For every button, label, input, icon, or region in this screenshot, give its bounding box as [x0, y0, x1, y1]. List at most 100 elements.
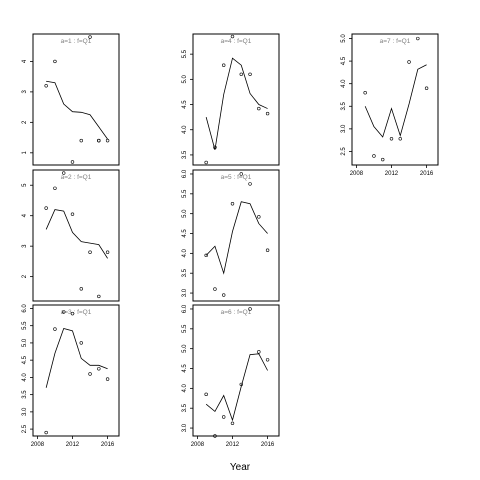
data-point	[62, 310, 66, 314]
data-point	[222, 415, 226, 419]
data-point	[204, 160, 208, 165]
y-tick-label: 4.5	[341, 56, 347, 65]
data-point	[222, 63, 226, 67]
data-point	[88, 372, 92, 376]
facet-panel-5: a=5 : f=Q1 3.0 3.5 4.0 4.5 5.0 5.5 6.0	[182, 169, 280, 302]
data-point	[257, 106, 261, 111]
y-tick-label: 2	[22, 274, 28, 278]
data-point	[265, 248, 270, 252]
fit-line	[45, 209, 108, 259]
y-tick-label: 4.0	[182, 125, 188, 134]
x-tick-label: 2008	[31, 442, 45, 448]
x-tick-label: 2016	[261, 442, 275, 448]
data-point	[363, 91, 367, 95]
data-point	[105, 250, 110, 254]
x-tick-label: 2016	[420, 171, 434, 177]
y-tick-label: 4.0	[22, 373, 28, 382]
data-point	[53, 186, 57, 190]
data-point	[97, 367, 101, 371]
y-tick-label: 3.5	[182, 268, 188, 277]
data-point	[257, 350, 261, 354]
data-point	[97, 138, 101, 143]
data-point	[70, 160, 75, 164]
y-tick-label: 5.0	[182, 344, 188, 353]
panel-frame	[192, 169, 280, 302]
x-tick-label: 2012	[226, 442, 240, 448]
y-tick-label: 4.0	[341, 79, 347, 88]
data-point	[265, 358, 270, 362]
facet-panel-6: a=6 : f=Q1 3.0 3.5 4.0 4.5 5.0 5.5 6.0 2008 2012 2…	[182, 304, 280, 448]
data-point	[239, 382, 243, 387]
fit-line	[205, 57, 268, 150]
panel-label: a=1 : f=Q1	[61, 38, 92, 45]
panel-frame	[351, 33, 439, 166]
data-point	[44, 84, 48, 88]
y-tick-label: 5.5	[182, 189, 188, 198]
data-point	[44, 206, 48, 210]
fit-line	[205, 201, 268, 275]
x-tick-label: 2012	[385, 171, 399, 177]
panel-label: a=5 : f=Q1	[221, 174, 252, 181]
y-tick-label: 6.0	[182, 169, 188, 178]
data-point	[257, 215, 261, 219]
y-tick-label: 1	[22, 150, 28, 154]
data-point	[424, 86, 429, 90]
x-tick-label: 2008	[191, 442, 205, 448]
y-tick-label: 3.0	[182, 288, 188, 297]
y-tick-label: 2	[22, 120, 28, 124]
y-tick-label: 5.5	[182, 49, 188, 58]
y-tick-label: 5.0	[182, 209, 188, 218]
y-tick-label: 5.5	[22, 321, 28, 330]
data-point	[88, 35, 92, 39]
panel-group: a=1 : f=Q1 1 2 3 4 a=2 : f=Q1 2 3 4 5 a=3 : f=Q1 2.…	[22, 33, 439, 448]
data-point	[389, 137, 394, 141]
data-point	[88, 250, 92, 254]
y-tick-label: 4.5	[182, 229, 188, 238]
y-tick-label: 3.0	[22, 407, 28, 416]
data-point	[105, 138, 110, 143]
y-tick-label: 6.0	[182, 304, 188, 313]
data-point	[213, 145, 217, 150]
y-tick-label: 2.5	[341, 147, 347, 156]
data-point	[97, 294, 101, 299]
data-point	[53, 327, 57, 331]
data-point	[248, 182, 252, 186]
y-tick-label: 5.0	[341, 34, 347, 43]
y-tick-label: 2.5	[22, 424, 28, 433]
panel-frame	[32, 169, 120, 302]
y-tick-label: 3	[22, 244, 28, 248]
y-tick-label: 3.0	[341, 124, 347, 133]
facet-panel-7: a=7 : f=Q1 2.5 3.0 3.5 4.0 4.5 5.0 2008 2012 2016	[341, 33, 439, 177]
data-point	[62, 171, 66, 175]
y-tick-label: 3.0	[182, 423, 188, 432]
panel-label: a=7 : f=Q1	[380, 38, 411, 45]
panel-frame	[32, 33, 120, 166]
data-point	[79, 138, 83, 143]
data-point	[79, 287, 83, 291]
y-tick-label: 3.5	[182, 150, 188, 159]
data-point	[213, 287, 217, 291]
y-tick-label: 5.0	[182, 75, 188, 84]
fit-line	[45, 327, 108, 388]
data-point	[239, 72, 243, 77]
facet-panel-4: a=4 : f=Q1 3.5 4.0 4.5 5.0 5.5	[182, 33, 280, 166]
y-tick-label: 4.5	[182, 100, 188, 109]
x-tick-label: 2016	[101, 442, 115, 448]
y-tick-label: 4.5	[22, 355, 28, 364]
data-point	[53, 59, 57, 64]
data-point	[204, 392, 208, 397]
fit-line	[205, 353, 268, 422]
data-point	[70, 311, 75, 316]
data-point	[372, 154, 376, 158]
panel-label: a=3 : f=Q1	[61, 309, 92, 316]
data-point	[248, 307, 252, 311]
y-tick-label: 3	[22, 90, 28, 94]
data-point	[398, 137, 402, 141]
y-tick-label: 4.5	[182, 364, 188, 373]
y-tick-label: 5.0	[22, 338, 28, 347]
data-point	[44, 430, 48, 435]
data-point	[222, 293, 226, 297]
y-tick-label: 3.5	[182, 403, 188, 412]
data-point	[105, 377, 110, 381]
